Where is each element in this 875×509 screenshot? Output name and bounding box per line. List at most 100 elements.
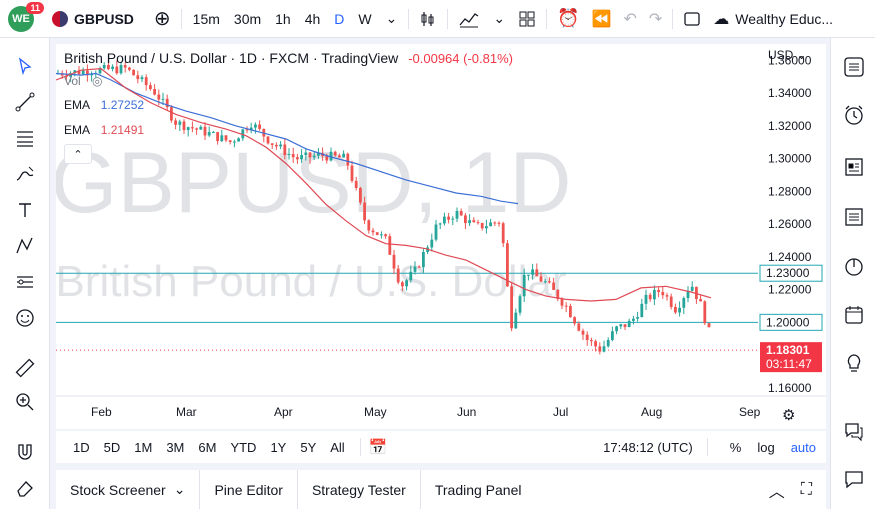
alarm-clock-icon[interactable]: [841, 102, 867, 128]
ema-slow-line[interactable]: [55, 72, 519, 205]
account-name[interactable]: Wealthy Educ...: [735, 10, 834, 27]
watchlist-icon[interactable]: [841, 54, 867, 80]
price-chart[interactable]: GBPUSD, 1D British Pound / U.S. Dollar 1…: [51, 44, 826, 429]
series-title[interactable]: British Pound / U.S. Dollar · 1D · FXCM …: [64, 50, 399, 66]
eraser-icon[interactable]: [13, 476, 37, 500]
candle-body: [422, 251, 425, 268]
range-5y[interactable]: 5Y: [300, 439, 317, 455]
range-all[interactable]: All: [330, 439, 345, 455]
candle-body: [144, 77, 148, 86]
chevron-down-icon[interactable]: ⌄: [385, 10, 398, 26]
candle-body: [128, 67, 131, 70]
candle-body: [560, 299, 564, 306]
chats-icon[interactable]: [841, 418, 867, 444]
ema-slow-label: EMA: [64, 98, 90, 112]
range-5d[interactable]: 5D: [103, 439, 121, 455]
candle-body: [258, 124, 261, 129]
interval-1h[interactable]: 1h: [275, 10, 291, 27]
brush-icon[interactable]: [13, 162, 37, 186]
cloud-save-icon[interactable]: ☁: [713, 10, 730, 28]
clock-utc[interactable]: 17:48:12 (UTC): [603, 439, 693, 455]
ideas-lightbulb-icon[interactable]: [841, 350, 867, 376]
trendline-icon[interactable]: [13, 90, 37, 114]
ema-fast-value: 1.21491: [100, 123, 145, 137]
candle-body: [640, 303, 644, 317]
maximize-panel-icon[interactable]: ⛶: [800, 480, 812, 498]
goto-date-icon[interactable]: 📅: [368, 439, 388, 456]
settings-gear-icon[interactable]: ⚙: [782, 407, 796, 424]
chart-pane[interactable]: GBPUSD, 1D British Pound / U.S. Dollar 1…: [51, 44, 826, 429]
chevron-down-icon[interactable]: ⌄: [493, 10, 506, 26]
time-tick-label: Jun: [457, 405, 476, 419]
redo-icon[interactable]: ↷: [648, 10, 663, 28]
range-1m[interactable]: 1M: [134, 439, 153, 455]
pattern-icon[interactable]: [13, 234, 37, 258]
interval-15m[interactable]: 15m: [192, 10, 220, 27]
interval-4h[interactable]: 4h: [304, 10, 321, 27]
zoom-in-icon[interactable]: [13, 390, 37, 414]
calendar-icon[interactable]: [841, 302, 867, 328]
tab-trading-panel[interactable]: Trading Panel: [421, 470, 536, 509]
eye-off-icon[interactable]: ◎: [92, 74, 103, 88]
candle-body: [245, 129, 249, 131]
range-3m[interactable]: 3M: [166, 439, 185, 455]
data-window-icon[interactable]: [841, 204, 867, 230]
magnet-icon[interactable]: [13, 440, 37, 464]
auto-toggle[interactable]: auto: [790, 439, 816, 455]
emoji-icon[interactable]: [13, 306, 37, 330]
candle-body: [669, 296, 673, 307]
level-price-tag[interactable]: [759, 264, 823, 282]
ema-slow-legend[interactable]: EMA 1.27252: [64, 98, 144, 112]
candle-body: [569, 305, 572, 318]
candle-body: [132, 69, 135, 76]
watermark-symbol: GBPUSD, 1D: [56, 135, 571, 231]
candle-body: [149, 85, 152, 90]
ema-fast-legend[interactable]: EMA 1.21491: [64, 123, 144, 137]
level-price-tag[interactable]: [759, 313, 823, 331]
candle-body: [401, 282, 404, 287]
news-icon[interactable]: [841, 154, 867, 180]
range-1d[interactable]: 1D: [73, 439, 90, 455]
collapse-legend-button[interactable]: ⌃: [64, 144, 92, 164]
notification-badge: 11: [26, 1, 44, 14]
symbol-search[interactable]: GBPUSD: [74, 10, 134, 27]
log-toggle[interactable]: log: [757, 439, 775, 455]
profile-logo[interactable]: WE 11: [8, 1, 44, 32]
undo-icon[interactable]: ↶: [623, 10, 637, 28]
indicators-icon[interactable]: [452, 0, 486, 38]
candle-body: [573, 317, 576, 324]
ema-fast-line[interactable]: [55, 67, 712, 302]
volume-legend[interactable]: Vol ◎: [64, 74, 103, 88]
range-6m[interactable]: 6M: [198, 439, 217, 455]
divider: [546, 8, 548, 29]
percent-toggle[interactable]: %: [729, 439, 742, 455]
fullscreen-toggle-icon[interactable]: [677, 0, 707, 38]
help-chat-icon[interactable]: [841, 466, 867, 492]
ruler-icon[interactable]: [13, 356, 37, 380]
text-tool-icon[interactable]: [13, 198, 37, 222]
tab-pine-editor[interactable]: Pine Editor: [200, 470, 298, 509]
fib-retracement-icon[interactable]: [13, 126, 37, 150]
range-ytd[interactable]: YTD: [230, 439, 257, 455]
cursor-icon[interactable]: [13, 54, 37, 78]
tab-strategy-tester[interactable]: Strategy Tester: [298, 470, 421, 509]
replay-icon[interactable]: ⏪: [591, 10, 612, 28]
hotlists-icon[interactable]: [841, 254, 867, 280]
interval-30m[interactable]: 30m: [233, 10, 262, 27]
tab-stock-screener[interactable]: Stock Screener ⌄: [56, 470, 201, 509]
price-axis[interactable]: [758, 44, 826, 396]
candle-body: [653, 289, 656, 300]
layouts-icon[interactable]: [512, 0, 542, 38]
chevron-up-icon[interactable]: ︿: [768, 483, 785, 501]
alert-clock-icon[interactable]: ⏰: [557, 8, 580, 28]
candle-body: [216, 132, 219, 142]
interval-w[interactable]: W: [358, 10, 372, 27]
candles-style-icon[interactable]: [413, 0, 443, 38]
add-compare-icon[interactable]: ⊕: [153, 8, 171, 30]
candle-body: [417, 266, 421, 268]
range-1y[interactable]: 1Y: [270, 439, 287, 455]
interval-d[interactable]: D: [334, 10, 345, 27]
currency-selector[interactable]: USD ⌄: [768, 48, 807, 62]
prediction-icon[interactable]: [13, 270, 37, 294]
time-tick-label: Feb: [91, 405, 112, 419]
